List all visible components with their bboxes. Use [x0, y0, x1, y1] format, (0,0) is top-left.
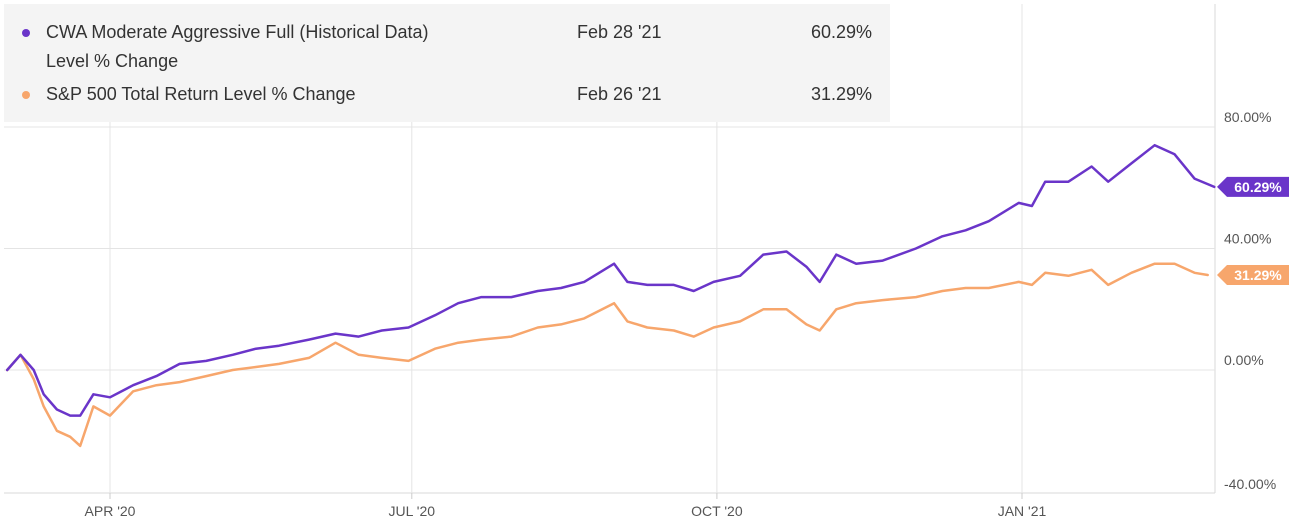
y-tick-label: -40.00%	[1224, 476, 1276, 492]
y-tick-label: 80.00%	[1224, 109, 1271, 125]
x-tick-label: JAN '21	[998, 503, 1047, 519]
legend-value-cwa: 60.29%	[810, 22, 872, 42]
series-line-sp500	[5, 262, 1209, 448]
legend-date-cwa: Feb 28 '21	[577, 22, 662, 42]
y-tick-label: 0.00%	[1224, 352, 1264, 368]
end-label-badge-cwa	[1217, 176, 1289, 197]
legend-name-sp500: S&P 500 Total Return Level % Change	[46, 84, 356, 104]
legend-date-sp500: Feb 26 '21	[577, 84, 662, 104]
end-label-cwa: 60.29%	[1234, 179, 1282, 195]
legend-panel: CWA Moderate Aggressive Full (Historical…	[4, 4, 890, 122]
legend-dot-sp500	[22, 91, 30, 99]
legend-value-sp500: 31.29%	[810, 84, 872, 104]
x-tick-label: OCT '20	[691, 503, 743, 519]
end-label-badge-sp500	[1217, 264, 1289, 285]
y-tick-label: 40.00%	[1224, 231, 1271, 247]
end-label-sp500: 31.29%	[1234, 267, 1282, 283]
legend-dot-cwa	[22, 29, 30, 37]
legend-name-cwa: CWA Moderate Aggressive Full (Historical…	[46, 22, 429, 71]
series-layer	[5, 143, 1216, 448]
x-tick-label: APR '20	[85, 503, 136, 519]
label-layer: 80.00% 40.00% 0.00% -40.00% APR '20 JUL '20 OC…	[85, 109, 1289, 519]
series-line-cwa	[5, 143, 1216, 417]
x-tick-label: JUL '20	[389, 503, 436, 519]
